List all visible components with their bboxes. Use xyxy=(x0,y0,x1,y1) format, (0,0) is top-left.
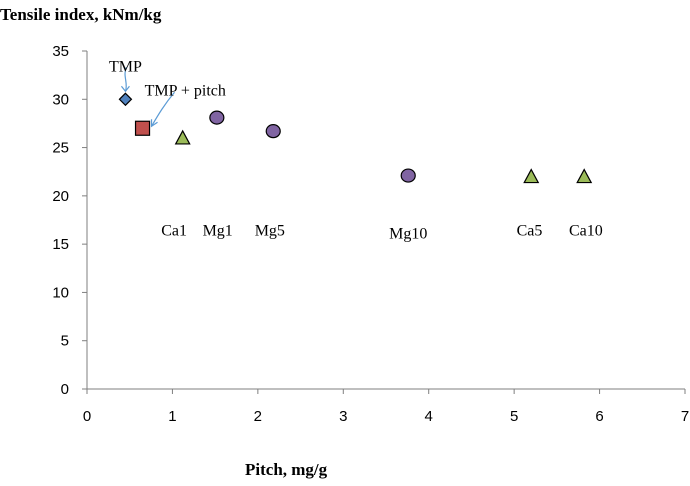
annotation-label-mg5: Mg5 xyxy=(255,223,285,240)
y-axis-title: Tensile index, kNm/kg xyxy=(0,5,162,24)
x-tick-label: 3 xyxy=(339,408,347,425)
annotation-label-ca5: Ca5 xyxy=(517,223,543,240)
annotation-arrows xyxy=(120,67,175,128)
ticks: 0 1 2 3 4 5 6 7 0 5 10 15 20 25 30 35 xyxy=(52,43,689,425)
y-tick-label: 35 xyxy=(52,43,69,60)
annotation-label-mg1: Mg1 xyxy=(203,223,233,240)
tmp-pitch-arrow-head xyxy=(150,119,158,128)
x-tick-label: 2 xyxy=(254,408,262,425)
annotation-label-tmp-pitch: TMP + pitch xyxy=(145,83,226,100)
x-tick-label: 6 xyxy=(595,408,603,425)
point-tmp-pitch-0 xyxy=(134,120,151,136)
point-mg-2 xyxy=(400,168,416,183)
y-tick-label: 25 xyxy=(52,140,69,157)
x-tick-label: 5 xyxy=(510,408,518,425)
point-ca-2 xyxy=(576,168,593,184)
x-tick-label: 1 xyxy=(168,408,176,425)
x-axis-title: Pitch, mg/g xyxy=(245,460,328,479)
y-tick-label: 30 xyxy=(52,91,69,108)
point-ca-1 xyxy=(523,168,540,184)
tmp-arrow-head xyxy=(120,85,130,93)
data-points xyxy=(118,92,593,184)
annotation-label-ca1: Ca1 xyxy=(161,223,187,240)
annotation-label-tmp: TMP xyxy=(109,58,142,75)
point-ca-0 xyxy=(174,129,191,145)
y-tick-label: 0 xyxy=(61,381,69,398)
point-mg-0 xyxy=(209,110,225,125)
tmp-arrow-line xyxy=(124,67,127,92)
y-tick-label: 10 xyxy=(52,284,69,301)
y-tick-label: 15 xyxy=(52,236,69,253)
x-tick-label: 4 xyxy=(425,408,433,425)
axes xyxy=(86,51,685,390)
point-mg-1 xyxy=(265,124,281,139)
y-tick-label: 20 xyxy=(52,188,69,205)
point-tmp-0 xyxy=(118,92,133,107)
annotation-label-ca10: Ca10 xyxy=(569,223,603,240)
y-tick-label: 5 xyxy=(61,333,69,350)
annotation-label-mg10: Mg10 xyxy=(389,226,427,243)
x-tick-label: 7 xyxy=(681,408,689,425)
tmp-pitch-arrow-line xyxy=(151,91,175,127)
x-tick-label: 0 xyxy=(83,408,91,425)
